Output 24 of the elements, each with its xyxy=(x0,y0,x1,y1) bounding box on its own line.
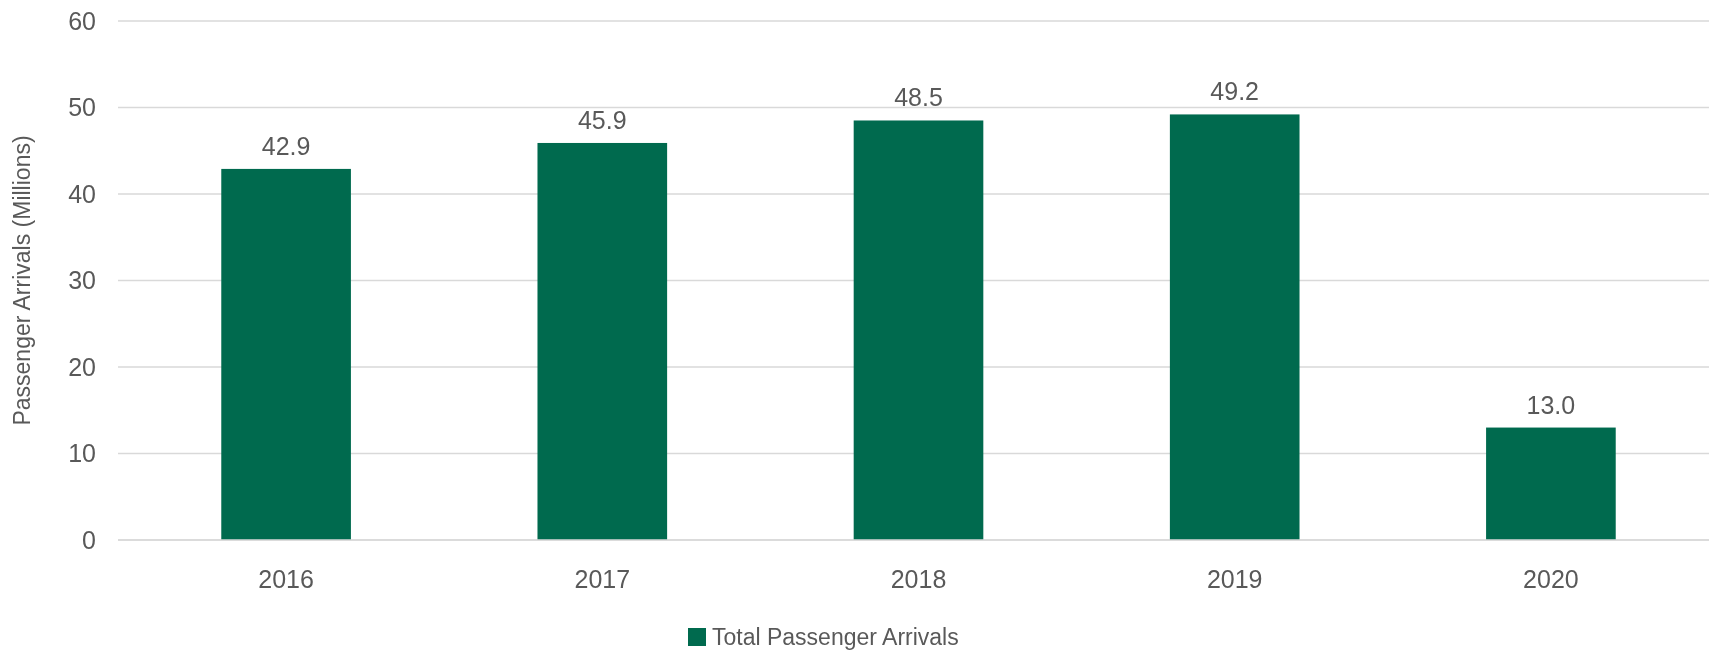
y-axis-title: Passenger Arrivals (Millions) xyxy=(9,135,35,426)
x-tick-label: 2017 xyxy=(574,565,631,593)
y-tick-label: 60 xyxy=(68,6,96,35)
bar xyxy=(1486,427,1616,540)
y-tick-label: 40 xyxy=(68,179,96,208)
y-tick-label: 50 xyxy=(68,93,96,122)
text: 49.2 xyxy=(1210,77,1260,106)
x-tick-label: 2016 xyxy=(258,565,314,593)
y-tick-label: 0 xyxy=(82,525,96,554)
text: 13.0 xyxy=(1526,390,1576,419)
text: 45.9 xyxy=(577,105,627,134)
text: 42.9 xyxy=(261,131,311,160)
bar xyxy=(537,142,668,540)
y-tick-label: 30 xyxy=(68,266,96,295)
x-tick-label: 2018 xyxy=(890,565,947,593)
text: 48.5 xyxy=(894,83,943,112)
legend-label: Total Passenger Arrivals xyxy=(712,624,959,651)
x-tick-label: 2020 xyxy=(1523,565,1579,593)
y-tick-label: 10 xyxy=(68,439,96,468)
x-tick-label: 2019 xyxy=(1206,565,1263,593)
y-tick-label: 20 xyxy=(68,352,96,381)
bar xyxy=(853,120,984,540)
bar xyxy=(1169,114,1300,540)
bar xyxy=(221,168,351,540)
